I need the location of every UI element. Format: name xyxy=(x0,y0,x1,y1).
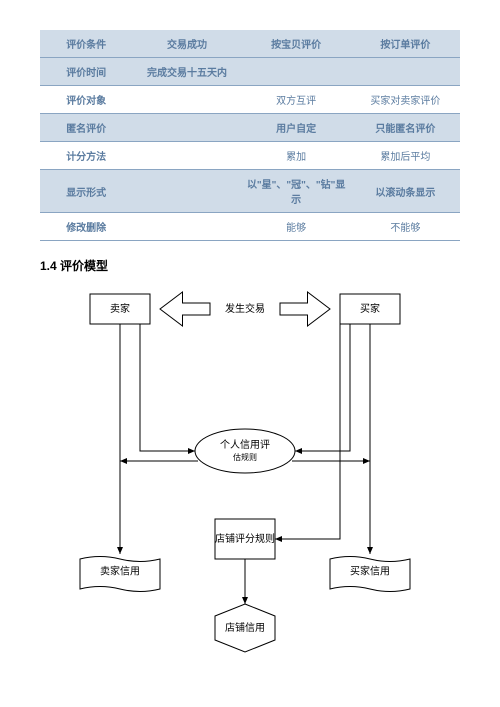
table-cell: 不能够 xyxy=(351,213,460,241)
table-cell: 计分方法 xyxy=(40,142,132,170)
table-cell: 交易成功 xyxy=(132,30,241,58)
table-cell: 匿名评价 xyxy=(40,114,132,142)
svg-text:店铺信用: 店铺信用 xyxy=(225,621,265,634)
table-cell xyxy=(132,170,241,213)
table-cell xyxy=(132,213,241,241)
table-cell xyxy=(132,142,241,170)
table-cell xyxy=(132,86,241,114)
table-row: 显示形式 以"星"、"冠"、"钻"显示以滚动条显示 xyxy=(40,170,460,213)
table-cell: 只能匿名评价 xyxy=(351,114,460,142)
svg-text:买家信用: 买家信用 xyxy=(350,565,390,578)
table-cell: 双方互评 xyxy=(242,86,351,114)
table-cell xyxy=(351,58,460,86)
table-cell: 买家对卖家评价 xyxy=(351,86,460,114)
table-cell: 评价对象 xyxy=(40,86,132,114)
table-cell: 显示形式 xyxy=(40,170,132,213)
svg-text:店铺评分规则: 店铺评分规则 xyxy=(215,532,275,545)
table-row: 计分方法 累加累加后平均 xyxy=(40,142,460,170)
table-cell: 以滚动条显示 xyxy=(351,170,460,213)
table-cell xyxy=(132,114,241,142)
table-cell: 完成交易十五天内 xyxy=(132,58,241,86)
table-row: 评价条件交易成功按宝贝评价按订单评价 xyxy=(40,30,460,58)
svg-text:卖家信用: 卖家信用 xyxy=(100,565,140,578)
table-cell: 按订单评价 xyxy=(351,30,460,58)
table-cell: 修改删除 xyxy=(40,213,132,241)
svg-text:买家: 买家 xyxy=(360,302,380,315)
svg-text:个人信用评: 个人信用评 xyxy=(220,439,270,451)
table-cell: 按宝贝评价 xyxy=(242,30,351,58)
table-cell: 累加 xyxy=(242,142,351,170)
table-row: 评价对象 双方互评买家对卖家评价 xyxy=(40,86,460,114)
svg-text:卖家: 卖家 xyxy=(110,302,130,315)
section-title: 1.4 评价模型 xyxy=(40,257,460,274)
evaluation-model-diagram: 卖家 买家 发生交易个人信用评估规则店铺评分规则卖家信用 买家信用店铺信用 xyxy=(40,284,460,664)
table-cell: 用户自定 xyxy=(242,114,351,142)
table-cell: 累加后平均 xyxy=(351,142,460,170)
svg-text:估规则: 估规则 xyxy=(233,452,257,462)
evaluation-table: 评价条件交易成功按宝贝评价按订单评价评价时间完成交易十五天内评价对象双方互评买家… xyxy=(40,30,460,241)
table-row: 评价时间完成交易十五天内 xyxy=(40,58,460,86)
table-cell: 能够 xyxy=(242,213,351,241)
table-cell: 评价时间 xyxy=(40,58,132,86)
svg-text:发生交易: 发生交易 xyxy=(225,302,265,315)
table-row: 匿名评价 用户自定只能匿名评价 xyxy=(40,114,460,142)
table-cell xyxy=(242,58,351,86)
table-cell: 以"星"、"冠"、"钻"显示 xyxy=(242,170,351,213)
table-row: 修改删除 能够不能够 xyxy=(40,213,460,241)
table-cell: 评价条件 xyxy=(40,30,132,58)
